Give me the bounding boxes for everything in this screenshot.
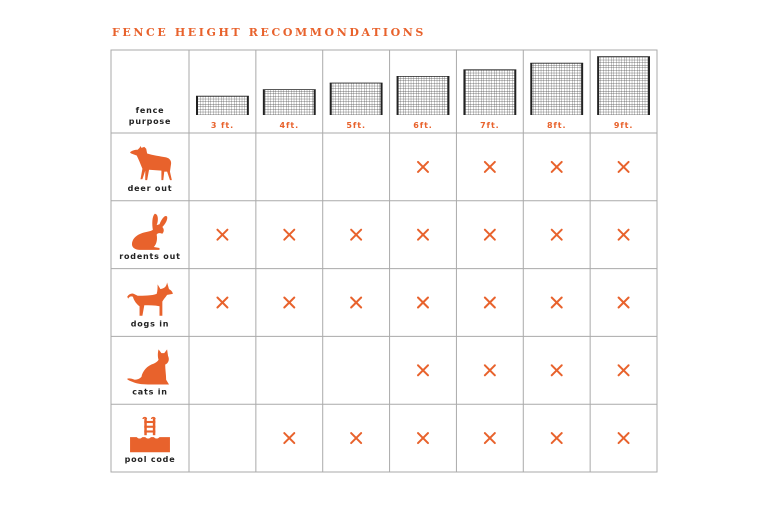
row-label: rodents out	[119, 252, 180, 261]
fence-illustration	[196, 95, 249, 115]
cat-icon	[127, 349, 169, 385]
check-mark	[216, 296, 229, 309]
check-mark	[417, 228, 429, 241]
height-label: 4ft.	[280, 121, 300, 130]
check-mark	[617, 432, 630, 445]
check-mark	[483, 432, 496, 445]
check-mark	[350, 228, 363, 241]
row-label: cats in	[132, 387, 168, 396]
check-mark	[483, 364, 496, 377]
check-mark	[617, 364, 630, 377]
height-label: 5ft.	[346, 121, 366, 130]
row-label: dogs in	[131, 320, 170, 329]
fence-illustration	[597, 56, 650, 115]
row-label: pool code	[125, 455, 176, 464]
check-mark	[550, 160, 563, 173]
check-mark	[417, 432, 429, 445]
fence-illustration	[262, 89, 316, 115]
check-mark	[483, 160, 496, 173]
check-mark	[550, 228, 563, 241]
fence-illustration	[463, 69, 517, 115]
height-label: 3 ft.	[211, 121, 234, 130]
fence-illustration	[329, 82, 383, 115]
rabbit-icon	[131, 213, 168, 250]
check-mark	[417, 364, 429, 377]
pool-ladder-icon	[130, 416, 170, 453]
deer-icon	[130, 145, 172, 181]
check-mark	[216, 228, 229, 241]
check-mark	[617, 160, 630, 173]
table-border	[110, 49, 658, 473]
height-label: 7ft.	[480, 121, 500, 130]
height-label: 8ft.	[547, 121, 567, 130]
check-mark	[350, 296, 363, 309]
check-mark	[550, 432, 563, 445]
dog-icon	[127, 282, 173, 316]
check-mark	[283, 228, 296, 241]
check-mark	[483, 228, 496, 241]
corner-label: fence purpose	[129, 106, 171, 126]
check-mark	[617, 296, 630, 309]
row-label: deer out	[128, 184, 173, 193]
height-label: 9ft.	[614, 121, 634, 130]
fence-illustration	[396, 76, 450, 115]
check-mark	[617, 228, 630, 241]
check-mark	[417, 296, 429, 309]
check-mark	[483, 296, 496, 309]
chart-title: FENCE HEIGHT RECOMMONDATIONS	[112, 26, 426, 39]
check-mark	[283, 296, 296, 309]
fence-illustration	[530, 62, 584, 115]
check-mark	[283, 432, 296, 445]
check-mark	[550, 296, 563, 309]
check-mark	[417, 160, 429, 173]
check-mark	[550, 364, 563, 377]
height-label: 6ft.	[413, 121, 433, 130]
check-mark	[350, 432, 363, 445]
